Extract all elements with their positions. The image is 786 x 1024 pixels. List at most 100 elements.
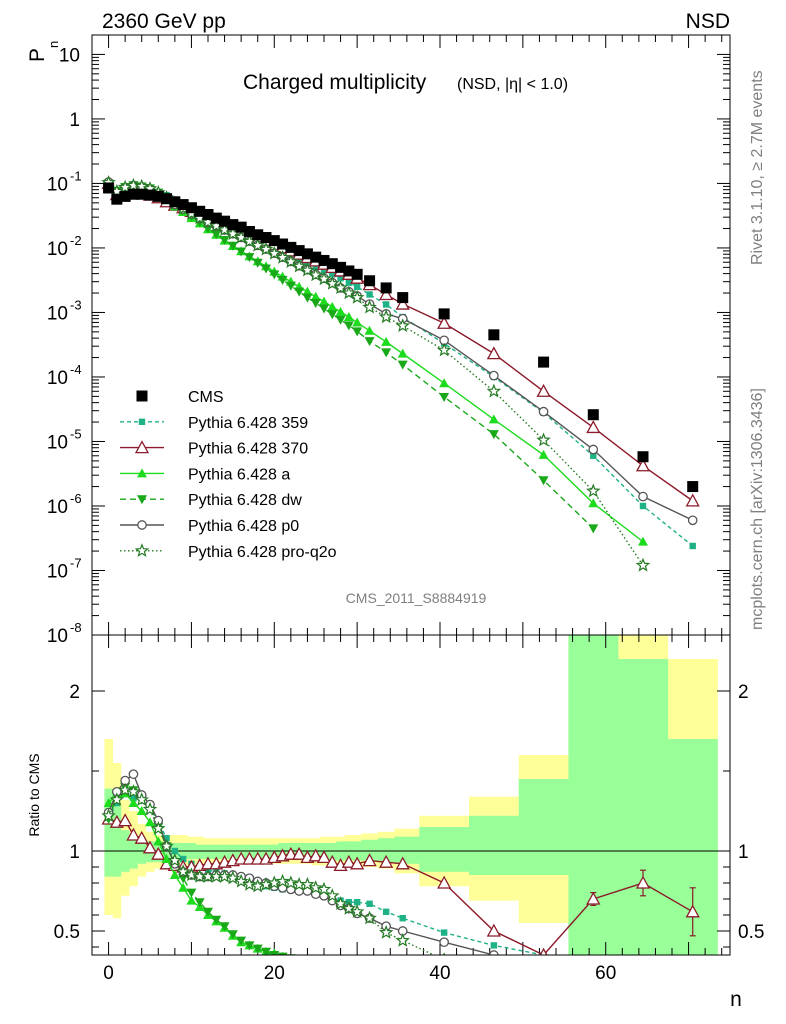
data-point bbox=[378, 309, 394, 324]
data-point bbox=[219, 235, 230, 245]
data-point bbox=[538, 476, 549, 486]
data-point bbox=[294, 957, 304, 966]
data-point bbox=[685, 904, 700, 918]
data-point bbox=[351, 268, 363, 280]
data-point bbox=[635, 458, 651, 472]
data-point bbox=[319, 966, 329, 975]
legend-marker bbox=[137, 468, 147, 478]
y-tick-exponent: -3 bbox=[70, 297, 82, 312]
data-point bbox=[397, 348, 408, 358]
data-point bbox=[333, 896, 348, 910]
data-point bbox=[301, 248, 313, 260]
data-point bbox=[536, 432, 551, 447]
data-point bbox=[210, 212, 222, 224]
data-point bbox=[380, 282, 392, 294]
uncertainty-bands bbox=[92, 635, 730, 955]
green-band-bin bbox=[469, 815, 520, 875]
data-point bbox=[242, 851, 257, 865]
top-ylabel-sub: n bbox=[46, 41, 61, 48]
ratio-tick-label-right: 0.5 bbox=[738, 922, 764, 943]
y-tick-label: 10 bbox=[47, 626, 68, 647]
series-pythia-6-428-pro-q2o bbox=[101, 782, 446, 955]
data-point bbox=[329, 271, 336, 278]
data-point bbox=[178, 882, 189, 892]
series-pythia-6-428-dw bbox=[103, 179, 599, 534]
data-point bbox=[353, 283, 361, 290]
green-band-bin bbox=[261, 844, 271, 859]
green-band-bin bbox=[245, 844, 254, 859]
data-point bbox=[128, 769, 139, 780]
data-point bbox=[294, 287, 305, 297]
data-point bbox=[439, 378, 450, 388]
data-point bbox=[382, 908, 390, 915]
analysis-label: CMS_2011_S8884919 bbox=[346, 590, 487, 606]
data-point bbox=[538, 356, 550, 368]
legend: CMS Pythia 6.428 359 Pythia 6.428 370 Pythi… bbox=[120, 389, 337, 561]
data-point bbox=[486, 346, 501, 360]
data-point bbox=[588, 444, 599, 455]
y-tick-label: 10 bbox=[59, 45, 80, 66]
green-band-bin bbox=[104, 788, 114, 877]
data-point bbox=[142, 840, 158, 854]
green-band-bin bbox=[203, 844, 213, 859]
data-point bbox=[227, 241, 238, 251]
data-point bbox=[186, 888, 197, 898]
data-point bbox=[316, 881, 332, 896]
data-point bbox=[308, 880, 323, 894]
data-point bbox=[488, 430, 499, 440]
y-tick-label: 10 bbox=[47, 303, 68, 324]
data-point bbox=[184, 867, 199, 882]
data-point bbox=[316, 271, 332, 286]
legend-item: Pythia 6.428 pro-q2o bbox=[120, 543, 337, 561]
data-point bbox=[486, 923, 501, 937]
data-point bbox=[436, 342, 452, 357]
data-point bbox=[312, 263, 319, 271]
data-point bbox=[194, 898, 205, 908]
data-point bbox=[252, 258, 263, 268]
data-point bbox=[134, 830, 149, 844]
data-point bbox=[362, 853, 377, 867]
data-point bbox=[171, 847, 179, 855]
data-point bbox=[267, 245, 282, 260]
series-pythia-6-428-a bbox=[103, 175, 648, 546]
data-point bbox=[379, 854, 394, 868]
green-band-bin bbox=[162, 843, 172, 861]
data-point bbox=[538, 406, 549, 417]
data-point bbox=[638, 536, 648, 546]
data-point bbox=[316, 850, 332, 864]
data-point bbox=[258, 241, 274, 256]
data-point bbox=[381, 336, 392, 346]
data-point bbox=[337, 274, 344, 282]
data-point bbox=[310, 299, 321, 309]
green-band-bin bbox=[237, 844, 246, 859]
data-point bbox=[345, 279, 353, 286]
data-point bbox=[103, 182, 115, 194]
data-point bbox=[687, 515, 698, 526]
legend-label: Pythia 6.428 p0 bbox=[188, 518, 299, 535]
y-tick-label: 10 bbox=[47, 432, 68, 453]
data-point bbox=[169, 196, 181, 208]
legend-label: Pythia 6.428 pro-q2o bbox=[188, 544, 337, 561]
data-point bbox=[489, 370, 499, 381]
data-point bbox=[341, 854, 356, 868]
data-point bbox=[236, 247, 247, 257]
data-point bbox=[269, 270, 280, 280]
series-pythia-6-428-pro-q2o bbox=[101, 174, 651, 572]
data-point bbox=[335, 306, 346, 316]
legend-marker bbox=[134, 543, 150, 557]
data-point bbox=[395, 932, 410, 947]
energy-label: 2360 GeV pp bbox=[102, 10, 226, 33]
data-point bbox=[277, 952, 288, 955]
plot-title-suffix: (NSD, |η| < 1.0) bbox=[457, 76, 568, 93]
data-point bbox=[277, 238, 289, 250]
y-tick-label: 10 bbox=[47, 497, 68, 518]
data-point bbox=[134, 792, 149, 806]
data-point bbox=[152, 190, 164, 202]
process-label: NSD bbox=[686, 10, 730, 33]
legend-item: Pythia 6.428 dw bbox=[120, 492, 302, 509]
data-point bbox=[364, 275, 376, 287]
data-point bbox=[177, 199, 189, 211]
series-line bbox=[108, 180, 644, 543]
data-point bbox=[366, 291, 373, 298]
data-point bbox=[352, 327, 363, 337]
